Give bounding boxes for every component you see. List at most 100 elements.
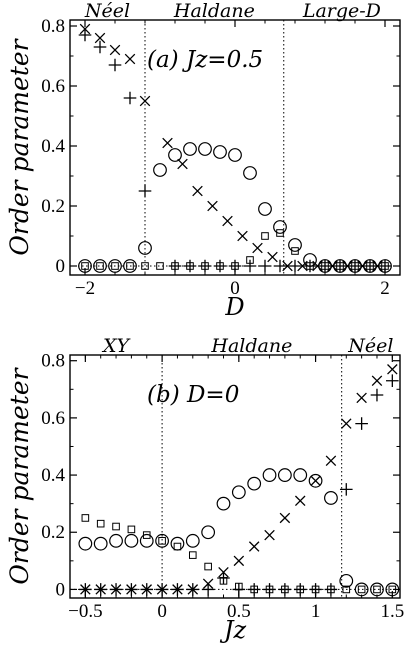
x-tick-label: 2 — [380, 278, 390, 299]
y-tick-label: 0.8 — [41, 351, 65, 372]
region-label: Néel — [347, 335, 393, 357]
data-point-circle — [198, 142, 212, 156]
data-point-cross — [310, 475, 321, 487]
data-point-plus — [79, 583, 92, 596]
data-point-square — [373, 585, 381, 594]
data-point-square — [321, 262, 329, 270]
data-point-square — [296, 585, 305, 594]
data-point-cross — [124, 53, 136, 65]
plot-frame — [69, 354, 401, 599]
data-point-cross — [341, 418, 352, 429]
data-point-plus — [324, 583, 338, 596]
data-point-plus — [155, 583, 169, 596]
data-point-square — [127, 525, 136, 534]
data-point-cross — [162, 137, 173, 149]
y-tick-label: 0.8 — [41, 16, 65, 37]
data-point-plus — [138, 184, 152, 198]
data-point-circle — [308, 473, 323, 488]
data-point-cross — [248, 541, 260, 552]
data-point-plus — [309, 583, 322, 596]
y-tick-label: 0 — [56, 579, 66, 600]
data-point-circle — [93, 536, 108, 551]
panel-annotation: (a) Jz=0.5 — [147, 47, 263, 73]
data-point-plus — [183, 259, 197, 273]
y-tick-label: 0.2 — [41, 196, 65, 217]
data-point-plus — [109, 583, 123, 596]
data-point-cross — [264, 529, 275, 541]
data-point-cross — [342, 260, 353, 272]
data-point-square — [311, 585, 320, 594]
data-point-plus — [123, 91, 137, 105]
data-point-plus — [333, 259, 347, 273]
data-point-square — [291, 247, 299, 255]
data-point-square — [281, 585, 289, 594]
data-point-square — [204, 562, 212, 571]
data-point-plus — [348, 259, 362, 273]
data-point-circle — [155, 533, 169, 548]
data-point-plus — [186, 583, 200, 596]
data-point-circle — [78, 259, 92, 273]
data-point-circle — [153, 163, 167, 177]
data-point-plus — [355, 417, 368, 430]
data-point-cross — [327, 260, 338, 272]
data-point-cross — [279, 512, 291, 524]
data-point-circle — [385, 582, 400, 597]
y-tick-label: 0.6 — [41, 76, 65, 97]
region-label: XY — [101, 335, 132, 357]
data-point-circle — [123, 259, 137, 273]
data-point-cross — [139, 95, 151, 107]
x-tick-label: 1.5 — [380, 601, 404, 622]
data-point-plus — [108, 58, 122, 72]
x-axis-label: D — [224, 293, 244, 321]
y-tick-label: 0.4 — [41, 465, 65, 486]
y-tick-label: 0 — [56, 256, 66, 277]
data-point-plus — [370, 388, 384, 402]
data-point-cross — [207, 200, 218, 212]
y-tick-label: 0.2 — [41, 522, 65, 543]
data-point-square — [265, 585, 274, 594]
data-point-circle — [243, 166, 257, 180]
data-point-circle — [231, 485, 246, 500]
data-point-circle — [201, 525, 216, 540]
data-point-plus — [201, 583, 215, 596]
x-tick-label: −2 — [75, 278, 95, 299]
data-point-cross — [233, 555, 245, 567]
data-point-circle — [138, 241, 152, 255]
region-label: Large-D — [302, 0, 381, 22]
data-point-circle — [213, 145, 227, 159]
data-point-square — [96, 519, 105, 528]
data-point-plus — [303, 259, 317, 273]
data-point-square — [306, 262, 314, 270]
data-point-square — [381, 262, 389, 270]
data-point-circle — [247, 476, 262, 491]
data-point-square — [388, 585, 397, 594]
x-tick-label: 0 — [157, 601, 167, 622]
data-point-circle — [262, 468, 277, 482]
data-point-circle — [277, 468, 292, 482]
region-label: Haldane — [210, 335, 292, 357]
data-point-cross — [109, 44, 121, 56]
data-point-cross — [222, 215, 233, 227]
data-point-square — [201, 262, 209, 270]
data-point-square — [342, 585, 351, 594]
y-axis-label: Order parameter — [5, 37, 34, 255]
data-point-circle — [216, 496, 231, 511]
data-point-square — [171, 262, 179, 270]
data-point-square — [96, 262, 104, 270]
data-point-plus — [198, 259, 212, 273]
data-point-cross — [356, 392, 367, 404]
data-point-cross — [357, 260, 368, 272]
data-point-square — [357, 585, 366, 594]
data-point-square — [231, 262, 239, 270]
panel-b: −0.5 0 0.5 1 1.500.20.40.60.8XY Haldane Néel(b… — [5, 335, 404, 644]
data-point-cross — [325, 455, 337, 467]
region-label: Néel — [84, 0, 130, 22]
y-tick-label: 0.4 — [41, 136, 65, 157]
data-point-circle — [109, 533, 123, 548]
data-point-square — [188, 551, 197, 559]
data-point-cross — [312, 260, 323, 272]
data-point-plus — [293, 583, 307, 596]
data-point-square — [81, 514, 90, 522]
data-point-square — [276, 229, 284, 237]
y-tick-label: 0.6 — [41, 408, 65, 429]
